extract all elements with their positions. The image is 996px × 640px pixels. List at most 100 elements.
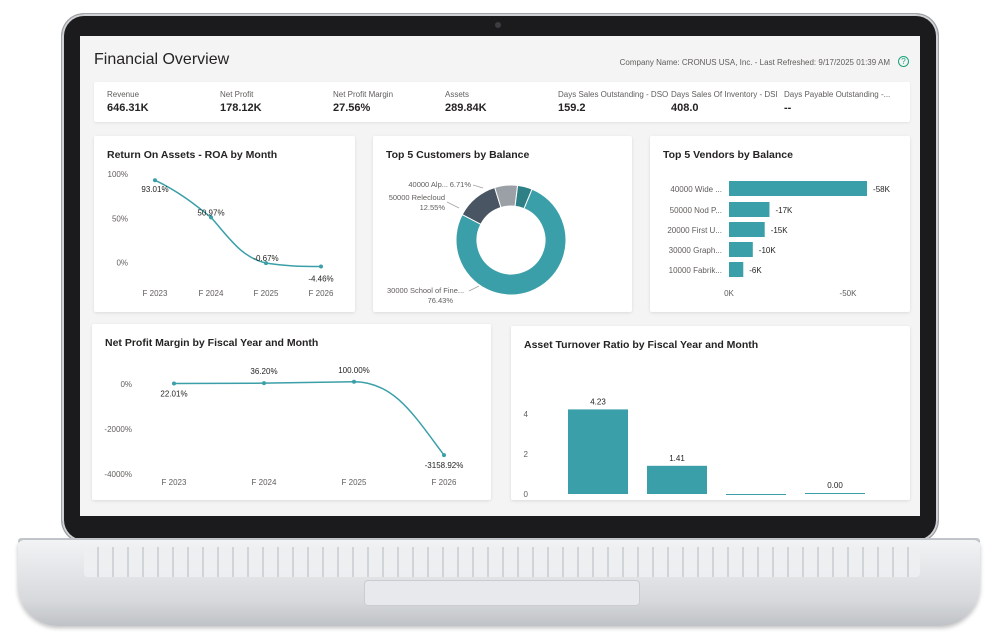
data-point bbox=[352, 379, 356, 384]
kpi-label: Net Profit bbox=[220, 90, 254, 99]
dashboard-screen: Financial Overview Company Name: CRONUS … bbox=[80, 36, 920, 516]
x-tick-label: F 2024 bbox=[199, 289, 224, 298]
card-vendors[interactable]: Top 5 Vendors by Balance 40000 Wide ... -… bbox=[650, 136, 910, 312]
laptop-keyboard bbox=[84, 547, 920, 577]
kpi-value: 27.56% bbox=[333, 102, 371, 114]
kpi-net-profit-margin[interactable]: Net Profit Margin 27.56% bbox=[333, 90, 443, 114]
x-tick-label: F 2023 bbox=[143, 289, 168, 298]
laptop-trackpad bbox=[364, 580, 640, 606]
y-tick-label: 4 bbox=[524, 410, 529, 419]
kpi-value: 646.31K bbox=[107, 102, 149, 114]
data-point bbox=[153, 178, 157, 183]
data-label: -58K bbox=[873, 185, 891, 194]
data-point bbox=[172, 381, 176, 386]
donut-slice bbox=[514, 184, 533, 210]
leader-line bbox=[468, 285, 480, 292]
slice-label: 76.43% bbox=[428, 296, 454, 305]
bar bbox=[568, 409, 628, 494]
data-label: 50.97% bbox=[197, 208, 224, 217]
data-label: -6K bbox=[749, 266, 762, 275]
card-customers[interactable]: Top 5 Customers by Balance 40000 Alp... 6… bbox=[373, 136, 632, 312]
data-label: 4.23 bbox=[590, 397, 606, 406]
card-title: Return On Assets - ROA by Month bbox=[107, 149, 278, 161]
kpi-label: Days Payable Outstanding -... bbox=[784, 90, 891, 99]
company-refresh-info: Company Name: CRONUS USA, Inc. - Last Re… bbox=[619, 58, 890, 67]
y-tick-label: -4000% bbox=[104, 470, 132, 479]
kpi-label: Net Profit Margin bbox=[333, 90, 394, 99]
vendors-chart: 40000 Wide ... -58K 50000 Nod P... -17K 2000… bbox=[667, 181, 891, 298]
kpi-value: 159.2 bbox=[558, 102, 586, 114]
kpi-dpo[interactable]: Days Payable Outstanding -... -- bbox=[784, 90, 896, 114]
data-label: 22.01% bbox=[160, 390, 187, 399]
help-icon[interactable]: ? bbox=[898, 56, 909, 67]
kpi-dso[interactable]: Days Sales Outstanding - DSO 159.2 bbox=[558, 90, 670, 114]
donut-slice bbox=[455, 188, 567, 296]
series-line bbox=[173, 380, 445, 456]
leader-line bbox=[472, 184, 484, 189]
bar bbox=[729, 222, 765, 237]
category-label: 50000 Nod P... bbox=[670, 206, 722, 215]
series-line bbox=[154, 179, 322, 268]
kpi-value: 178.12K bbox=[220, 102, 262, 114]
bar bbox=[729, 242, 753, 257]
data-point bbox=[209, 215, 213, 220]
kpi-dsi[interactable]: Days Sales Of Inventory - DSI 408.0 bbox=[671, 90, 783, 114]
kpi-revenue[interactable]: Revenue 646.31K bbox=[107, 90, 217, 114]
kpi-label: Days Sales Of Inventory - DSI bbox=[671, 90, 778, 99]
roa-chart: 100% 50% 0% F 2023 F 2024 F 2025 F 2026 93.01% 5… bbox=[108, 170, 334, 298]
data-label: 93.01% bbox=[141, 185, 168, 194]
slice-name: 30000 School of Fine... bbox=[387, 286, 464, 295]
data-label: -3158.92% bbox=[425, 461, 464, 470]
x-tick-label: -50K bbox=[840, 289, 858, 298]
slice-label: 12.55% bbox=[420, 203, 446, 212]
kpi-label: Revenue bbox=[107, 90, 140, 99]
kpi-net-profit[interactable]: Net Profit 178.12K bbox=[220, 90, 330, 114]
x-tick-label: 0K bbox=[724, 289, 734, 298]
x-tick-label: F 2025 bbox=[254, 289, 279, 298]
data-point bbox=[442, 453, 446, 458]
data-label: 0.00 bbox=[827, 481, 843, 490]
data-point bbox=[264, 261, 268, 266]
x-tick-label: F 2026 bbox=[432, 478, 457, 487]
y-tick-label: 0% bbox=[120, 380, 132, 389]
y-tick-label: 0% bbox=[116, 259, 128, 268]
x-tick-label: F 2023 bbox=[162, 478, 187, 487]
card-net-profit-margin[interactable]: Net Profit Margin by Fiscal Year and Mon… bbox=[92, 324, 491, 500]
x-tick-label: F 2025 bbox=[342, 478, 367, 487]
y-tick-label: 100% bbox=[108, 170, 128, 179]
bar bbox=[729, 262, 744, 277]
camera-icon bbox=[495, 22, 501, 28]
kpi-value: 289.84K bbox=[445, 102, 487, 114]
kpi-value: -- bbox=[784, 102, 792, 114]
data-point bbox=[319, 264, 323, 269]
data-label: -15K bbox=[771, 226, 789, 235]
kpi-label: Days Sales Outstanding - DSO bbox=[558, 90, 669, 99]
data-label: -17K bbox=[775, 206, 793, 215]
y-tick-label: 50% bbox=[112, 214, 128, 223]
category-label: 20000 First U... bbox=[667, 226, 722, 235]
y-tick-label: 0 bbox=[524, 490, 529, 499]
data-label: -10K bbox=[759, 246, 777, 255]
bar bbox=[729, 202, 770, 217]
npm-chart: 0% -2000% -4000% F 2023 F 2024 F 2025 F 2026 22… bbox=[104, 366, 464, 487]
kpi-value: 408.0 bbox=[671, 102, 699, 114]
card-title: Net Profit Margin by Fiscal Year and Mon… bbox=[105, 337, 319, 349]
x-tick-label: F 2024 bbox=[252, 478, 277, 487]
leader-line bbox=[446, 201, 460, 209]
data-label: 1.41 bbox=[669, 454, 685, 463]
kpi-label: Assets bbox=[445, 90, 470, 99]
data-label: -0.01 bbox=[747, 499, 766, 500]
y-tick-label: 2 bbox=[524, 450, 529, 459]
card-roa[interactable]: Return On Assets - ROA by Month 100% 50% 0… bbox=[94, 136, 355, 312]
kpi-bar: Revenue 646.31K Net Profit 178.12K Net P… bbox=[94, 82, 910, 122]
category-label: 40000 Wide ... bbox=[670, 185, 722, 194]
card-asset-turnover[interactable]: Asset Turnover Ratio by Fiscal Year and … bbox=[511, 326, 910, 500]
card-title: Asset Turnover Ratio by Fiscal Year and … bbox=[524, 339, 759, 351]
category-label: 10000 Fabrik... bbox=[669, 266, 722, 275]
kpi-assets[interactable]: Assets 289.84K bbox=[445, 90, 555, 114]
slice-name: 50000 Relecloud bbox=[389, 193, 445, 202]
page-title: Financial Overview bbox=[94, 51, 230, 68]
card-title: Top 5 Vendors by Balance bbox=[663, 149, 793, 161]
